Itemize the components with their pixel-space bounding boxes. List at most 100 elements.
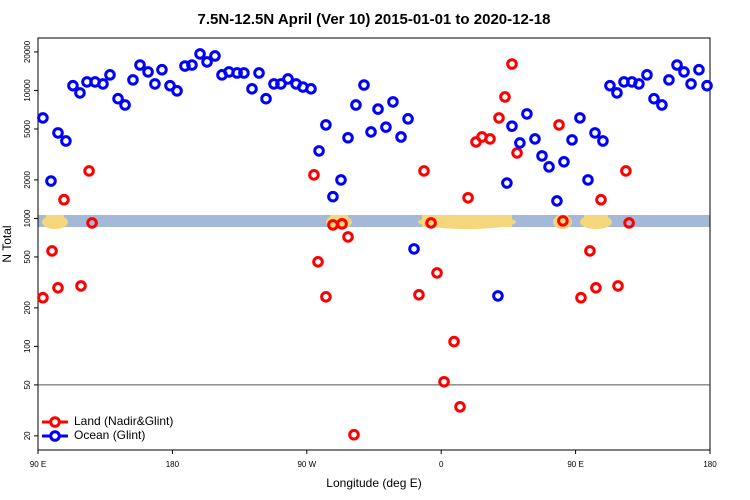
point [663,74,675,86]
point [566,134,578,146]
point [501,177,513,189]
point [558,156,570,168]
chart-title: 7.5N-12.5N April (Ver 10) 2015-01-01 to … [198,11,551,28]
y-tick-label: 10000 [23,79,32,102]
point [514,137,526,149]
x-axis-title: Longitude (deg E) [326,476,421,490]
y-tick-label: 2000 [23,170,32,188]
point [112,92,124,105]
x-tick-label: 0 [439,460,444,469]
point [268,78,280,90]
point [342,131,354,144]
y-tick-label: 200 [23,301,32,315]
land-patch [580,215,612,229]
point [308,169,320,181]
legend-label: Ocean (Glint) [74,428,145,442]
y-tick-label: 1000 [23,209,32,227]
land-patch [418,215,516,229]
point [312,256,324,268]
point [633,78,645,90]
point [557,215,569,227]
point [238,67,250,79]
point [186,59,198,71]
x-tick-label: 90 E [567,460,583,469]
point [620,165,632,177]
point [597,135,609,147]
point [611,87,623,99]
point [671,59,683,71]
point [536,150,548,162]
y-tick-label: 5000 [23,120,32,138]
legend-label: Land (Nadir&Glint) [74,414,173,428]
point [282,73,294,85]
point [348,428,360,441]
point [604,79,616,92]
point [499,91,511,103]
point [492,290,504,302]
point [448,335,460,348]
point [387,96,399,108]
point [60,135,72,147]
y-tick-label: 20 [23,431,32,440]
point [67,79,79,92]
point [320,291,332,303]
point [595,193,607,206]
point [408,243,420,255]
point [365,126,377,138]
point [253,67,265,79]
point [350,99,362,111]
point [37,112,49,124]
point [209,50,221,62]
point [612,280,624,292]
y-tick-label: 500 [23,250,32,264]
point [431,267,443,279]
point [58,193,70,206]
x-tick-label: 180 [703,460,717,469]
point [418,165,430,177]
point [246,83,258,95]
point [551,195,563,207]
legend-marker [49,416,61,428]
point [543,161,555,173]
point [119,99,131,111]
y-tick-label: 50 [23,380,32,389]
point [75,280,87,292]
point [454,401,466,413]
point [127,74,139,86]
x-tick-label: 90 W [297,460,316,469]
point [327,190,339,203]
map-strip [38,215,710,227]
point [438,375,450,388]
point [335,174,347,186]
point [260,92,272,105]
point [693,63,705,76]
point [413,289,425,301]
point [553,119,565,131]
point [305,83,317,95]
point [493,112,505,124]
point [342,231,354,243]
point [529,133,541,145]
point [46,245,58,257]
point [149,78,161,90]
point [372,103,384,115]
point [582,174,594,186]
point [52,281,64,294]
point [656,99,668,111]
point [231,67,243,79]
point [104,69,116,81]
point [506,120,518,132]
point [201,56,213,68]
point [313,145,325,157]
point [678,66,690,78]
point [45,175,57,187]
y-axis-title: N Total [0,225,14,262]
x-tick-label: 180 [166,460,180,469]
point [701,79,713,92]
point [164,79,176,92]
point [97,78,109,90]
point [521,108,533,120]
plot-frame [37,37,711,451]
point [37,291,49,304]
